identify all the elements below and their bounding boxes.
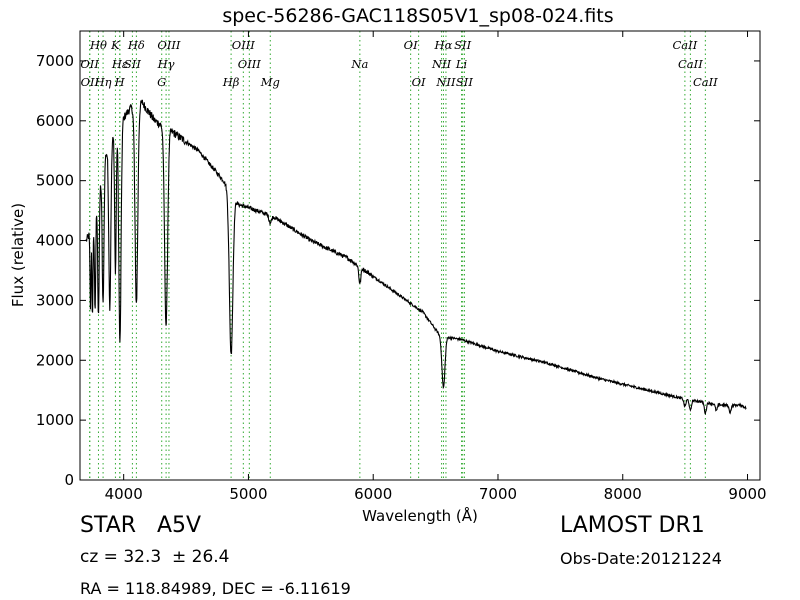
line-label: OI bbox=[404, 38, 418, 52]
plot-frame bbox=[79, 30, 761, 481]
line-label: CaII bbox=[693, 75, 718, 89]
x-tick-label: 6000 bbox=[354, 485, 392, 503]
x-tick-label: 9000 bbox=[728, 485, 766, 503]
y-tick-label: 2000 bbox=[36, 351, 74, 369]
redshift-readout: cz = 32.3 ± 26.4 bbox=[80, 547, 230, 567]
line-label: SII bbox=[124, 57, 141, 71]
line-label: OIII bbox=[238, 57, 262, 71]
line-label: Li bbox=[455, 57, 468, 71]
line-label: Hα bbox=[434, 38, 453, 52]
x-tick-label: 5000 bbox=[229, 485, 267, 503]
observation-date: Obs-Date:20121224 bbox=[560, 549, 722, 568]
y-tick-label: 7000 bbox=[36, 52, 74, 70]
line-label: OI bbox=[412, 75, 426, 89]
spectrum-line bbox=[85, 99, 747, 415]
line-label: Hβ bbox=[222, 75, 240, 89]
y-tick-label: 0 bbox=[64, 471, 74, 489]
line-label: CaII bbox=[673, 38, 698, 52]
y-tick-label: 6000 bbox=[36, 112, 74, 130]
y-tick-label: 4000 bbox=[36, 232, 74, 250]
line-label: SII bbox=[456, 75, 473, 89]
line-label: OII bbox=[80, 57, 99, 71]
line-label: Hθ bbox=[89, 38, 107, 52]
line-label: K bbox=[110, 38, 121, 52]
x-axis-label: Wavelength (Å) bbox=[362, 506, 478, 525]
x-tick-label: 4000 bbox=[105, 485, 143, 503]
line-label: H bbox=[114, 75, 126, 89]
line-label: OIII bbox=[232, 38, 256, 52]
y-axis-label: Flux (relative) bbox=[9, 203, 27, 307]
line-label: Hγ bbox=[157, 57, 175, 71]
line-label: CaII bbox=[678, 57, 703, 71]
line-label: NII bbox=[435, 75, 456, 89]
y-tick-label: 1000 bbox=[36, 411, 74, 429]
line-label: OIII bbox=[157, 38, 181, 52]
y-tick-label: 5000 bbox=[36, 172, 74, 190]
y-tick-label: 3000 bbox=[36, 291, 74, 309]
line-label: Hε bbox=[111, 57, 128, 71]
line-label: Mg bbox=[260, 75, 280, 89]
chart-title: spec-56286-GAC118S05V1_sp08-024.fits bbox=[222, 5, 614, 27]
line-label: OII bbox=[81, 75, 100, 89]
line-label: Hδ bbox=[127, 38, 145, 52]
survey-name: LAMOST DR1 bbox=[560, 513, 705, 538]
x-tick-label: 7000 bbox=[479, 485, 517, 503]
coordinates-readout: RA = 118.84989, DEC = -6.11619 bbox=[80, 579, 351, 598]
line-label: NII bbox=[431, 57, 452, 71]
line-label: G bbox=[157, 75, 166, 89]
line-label: Na bbox=[350, 57, 368, 71]
y-axis: 0 1000 2000 3000 4000 5000 6000 7000 bbox=[36, 52, 760, 489]
object-class: STAR A5V bbox=[80, 513, 202, 538]
x-axis: 4000 5000 6000 7000 8000 9000 bbox=[105, 31, 767, 503]
line-label: Hη bbox=[94, 75, 112, 89]
line-label: SII bbox=[454, 38, 471, 52]
x-tick-label: 8000 bbox=[604, 485, 642, 503]
line-markers bbox=[89, 31, 706, 480]
